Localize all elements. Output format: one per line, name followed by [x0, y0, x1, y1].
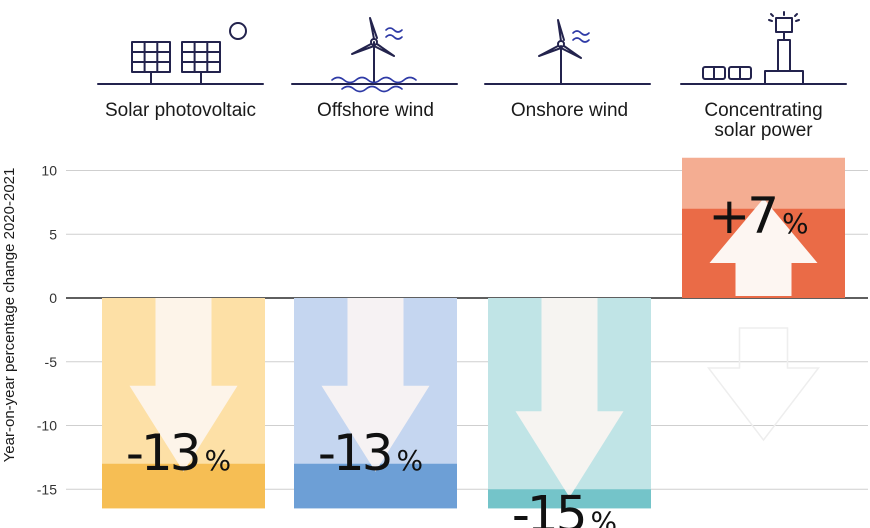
category-label: Solar photovoltaic	[105, 100, 256, 121]
down-arrow	[515, 298, 624, 498]
ghost-down-arrow	[706, 327, 821, 442]
bar	[488, 489, 651, 509]
y-tick-label: -5	[45, 354, 58, 370]
data-label: -13%	[126, 424, 231, 482]
y-axis-label: Year-on-year percentage change 2020-2021	[1, 168, 18, 463]
concentrating-solar-tower-icon	[680, 11, 847, 85]
data-label-unit: %	[397, 444, 424, 477]
data-label-unit: %	[782, 207, 809, 240]
category-label: solar power	[714, 120, 813, 141]
y-tick-label: -10	[37, 418, 57, 434]
data-label-value: +7	[708, 187, 776, 245]
category-label: Concentrating	[704, 100, 822, 121]
up-arrow	[709, 198, 818, 296]
data-label-unit: %	[591, 505, 618, 528]
y-axis-ticks: 10 5 0 -5 -10 -15	[37, 163, 57, 498]
data-label-value: -15	[512, 485, 585, 528]
category-label: Offshore wind	[317, 100, 434, 121]
data-label: -15%	[512, 485, 617, 528]
y-tick-label: 5	[49, 226, 57, 242]
down-arrow	[321, 298, 430, 472]
y-tick-label: 0	[49, 290, 57, 306]
bars	[102, 157, 845, 509]
solar-panels-icon	[97, 22, 264, 85]
data-label-value: -13	[318, 424, 391, 482]
offshore-wind-turbine-icon	[291, 17, 458, 93]
y-tick-label: -15	[37, 481, 57, 497]
data-label: +7%	[708, 187, 808, 245]
data-label-value: -13	[126, 424, 199, 482]
data-label-unit: %	[205, 444, 232, 477]
down-arrow	[129, 298, 238, 472]
category-label: Onshore wind	[511, 100, 628, 121]
y-tick-label: 10	[41, 163, 57, 179]
data-labels: -13% -13 %-15 %+7%	[126, 187, 809, 528]
onshore-wind-turbine-icon	[484, 19, 651, 85]
category-labels: Solar photovoltaic Offshore wind Onshore w…	[105, 100, 823, 141]
data-label: -13%	[318, 424, 423, 482]
